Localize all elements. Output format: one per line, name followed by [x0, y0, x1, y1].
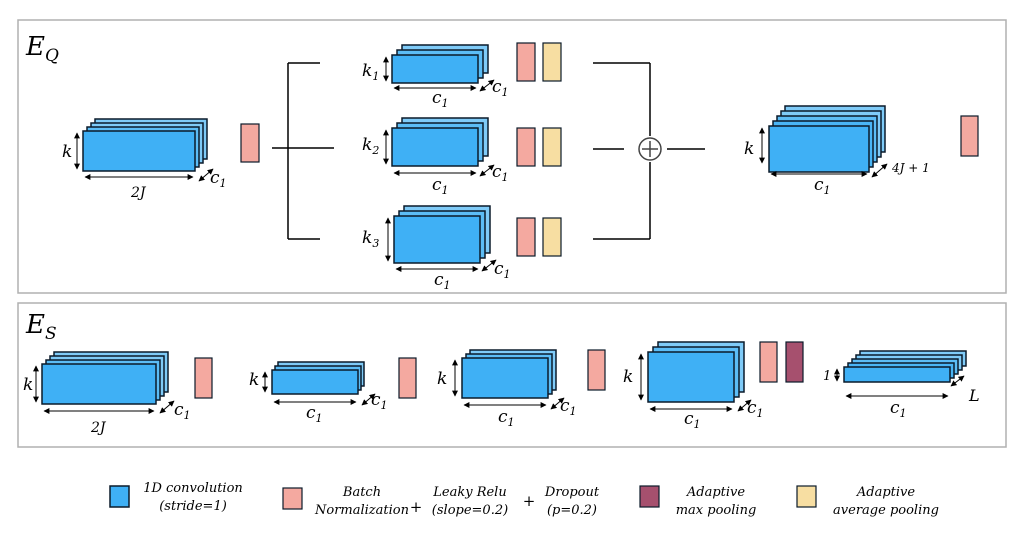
eq-merge-lines: [593, 62, 705, 240]
legend-conv-line1: 1D convolution: [143, 481, 243, 496]
eq-branch-2-avgpool-block: [542, 127, 562, 167]
eq-output-conv-block: k c1 4J + 1: [744, 105, 930, 197]
sum-operator-icon: [638, 137, 662, 161]
eq-branch-3-batchnorm-block: [516, 217, 536, 257]
eq-branch-2-width-label: c1: [432, 175, 449, 197]
eq-branch-1-depth-label: c1: [492, 77, 509, 99]
eq-branch-1-height-label: k1: [362, 61, 379, 83]
eq-branch-2-conv-block: k2 c1 c1: [362, 117, 509, 197]
es-block-5-depth-label: L: [968, 386, 980, 405]
eq-branch-1-batchnorm-block: [516, 42, 536, 82]
es-panel: ES k 2J c1 k c1: [17, 302, 1007, 448]
legend-item-batchnorm: Batch Normalization: [282, 485, 409, 518]
es-block-3-batchnorm-block: [587, 349, 606, 391]
es-block-4-maxpool-block: [785, 341, 804, 383]
legend-batchnorm-swatch: [282, 487, 303, 510]
eq-branch-3-height-label: k3: [362, 228, 379, 250]
legend-avgpool-line2: average pooling: [833, 503, 939, 518]
eq-panel-border: [17, 19, 1007, 294]
legend-item-dropout: Dropout (p=0.2): [544, 485, 600, 518]
eq-branch-1-width-label: c1: [432, 88, 449, 110]
legend-maxpool-swatch: [639, 485, 660, 508]
legend-dropout-line1: Dropout: [544, 485, 600, 500]
es-block-2-height-label: k: [249, 370, 259, 390]
es-panel-title: ES: [25, 310, 57, 344]
es-block-4-width-label: c1: [684, 409, 701, 431]
es-block-1-depth-label: c1: [174, 400, 191, 422]
es-block-4-conv-block: k c1 c1: [623, 341, 764, 431]
eq-output-batchnorm-block: [960, 115, 979, 157]
eq-panel-title: EQ: [25, 32, 59, 66]
eq-splitter-lines: [272, 62, 334, 240]
eq-input-batchnorm-block: [240, 123, 260, 163]
legend: 1D convolution (stride=1) Batch Normaliz…: [109, 481, 939, 518]
legend-item-relu: Leaky Relu (slope=0.2): [432, 485, 508, 518]
es-block-2-batchnorm-block: [398, 357, 417, 399]
eq-branch-3-conv-block: k3 c1 c1: [362, 205, 511, 292]
legend-item-conv: 1D convolution (stride=1): [109, 481, 243, 514]
es-block-5-width-label: c1: [890, 398, 907, 420]
es-block-1-width-label: 2J: [90, 420, 107, 436]
es-block-4-batchnorm-block: [759, 341, 778, 383]
eq-branch-3-width-label: c1: [434, 270, 451, 292]
legend-item-avgpool: Adaptive average pooling: [796, 485, 939, 518]
eq-output-depth-label: 4J + 1: [891, 161, 930, 175]
eq-branch-1-conv-block: k1 c1 c1: [362, 44, 509, 110]
legend-batchnorm-line1: Batch: [342, 485, 381, 500]
eq-branch-2-batchnorm-block: [516, 127, 536, 167]
legend-relu-line2: (slope=0.2): [432, 503, 508, 518]
es-block-1-batchnorm-block: [194, 357, 213, 399]
es-block-1-height-label: k: [23, 375, 33, 395]
eq-output-height-label: k: [744, 139, 754, 159]
es-block-4-depth-label: c1: [747, 398, 764, 420]
eq-panel: EQ k 2J c1: [17, 19, 1007, 294]
eq-branch-3-depth-label: c1: [494, 259, 511, 281]
legend-dropout-line2: (p=0.2): [547, 503, 597, 518]
legend-conv-line2: (stride=1): [159, 499, 227, 514]
eq-input-conv-block: k 2J c1: [62, 118, 227, 201]
es-block-5-conv-block: 1 c1 L: [823, 350, 980, 420]
eq-branch-3-avgpool-block: [542, 217, 562, 257]
es-block-4-height-label: k: [623, 367, 633, 387]
eq-branch-2-depth-label: c1: [492, 162, 509, 184]
es-block-3-width-label: c1: [498, 407, 515, 429]
es-block-2-conv-block: k c1 c1: [249, 361, 388, 425]
legend-plus-1: +: [410, 498, 423, 516]
es-block-3-depth-label: c1: [560, 396, 577, 418]
legend-avgpool-line1: Adaptive: [856, 485, 916, 500]
eq-output-width-label: c1: [814, 175, 831, 197]
eq-input-height-label: k: [62, 142, 72, 162]
legend-batchnorm-line2: Normalization: [314, 503, 409, 518]
eq-input-depth-label: c1: [210, 168, 227, 190]
legend-avgpool-swatch: [796, 485, 817, 508]
es-block-2-depth-label: c1: [371, 390, 388, 412]
legend-maxpool-line2: max pooling: [676, 503, 757, 518]
es-block-2-width-label: c1: [306, 403, 323, 425]
es-block-5-height-label: 1: [823, 369, 831, 384]
es-block-3-height-label: k: [437, 369, 447, 389]
legend-relu-line1: Leaky Relu: [432, 485, 506, 500]
eq-input-width-label: 2J: [130, 185, 147, 201]
eq-branch-2-height-label: k2: [362, 135, 379, 157]
eq-branch-1-avgpool-block: [542, 42, 562, 82]
es-panel-border: [17, 302, 1007, 448]
legend-plus-2: +: [523, 492, 536, 510]
legend-conv-swatch: [109, 485, 130, 508]
legend-item-maxpool: Adaptive max pooling: [639, 485, 757, 518]
es-block-1-conv-block: k 2J c1: [23, 351, 191, 436]
es-block-3-conv-block: k c1 c1: [437, 349, 577, 429]
legend-maxpool-line1: Adaptive: [686, 485, 746, 500]
